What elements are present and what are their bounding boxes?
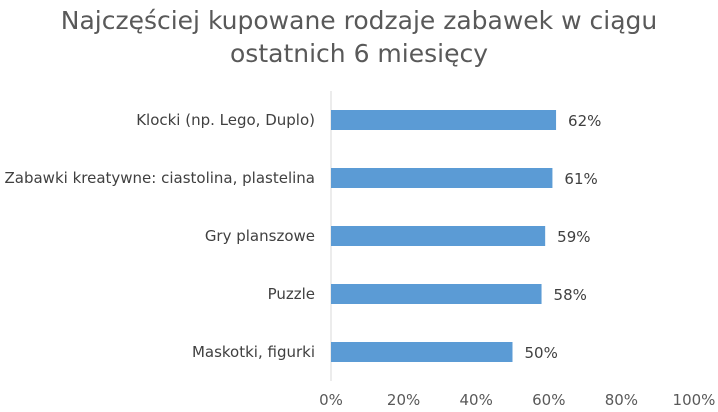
chart-title-line-1: Najczęściej kupowane rodzaje zabawek w c…	[60, 6, 658, 35]
category-label-1: Zabawki kreatywne: ciastolina, plastelin…	[5, 169, 316, 187]
bar-2	[331, 226, 546, 246]
x-tick-label-5: 100%	[673, 391, 716, 409]
x-tick-label-1: 20%	[387, 391, 420, 409]
category-label-4: Maskotki, figurki	[192, 343, 315, 361]
value-label-4: 50%	[525, 344, 558, 362]
value-label-0: 62%	[568, 112, 601, 130]
bar-4	[331, 342, 513, 362]
chart-title-line-2: ostatnich 6 miesięcy	[230, 39, 488, 68]
bar-0	[331, 110, 557, 130]
category-label-3: Puzzle	[268, 285, 315, 303]
x-tick-label-4: 80%	[605, 391, 638, 409]
x-tick-label-2: 40%	[460, 391, 493, 409]
value-label-2: 59%	[557, 228, 590, 246]
category-label-2: Gry planszowe	[205, 227, 315, 245]
x-tick-label-3: 60%	[532, 391, 565, 409]
chart-title: Najczęściej kupowane rodzaje zabawek w c…	[0, 4, 718, 70]
value-label-1: 61%	[564, 170, 597, 188]
value-label-3: 58%	[554, 286, 587, 304]
x-tick-label-0: 0%	[319, 391, 343, 409]
bar-3	[331, 284, 542, 304]
category-label-0: Klocki (np. Lego, Duplo)	[136, 111, 315, 129]
bar-1	[331, 168, 553, 188]
